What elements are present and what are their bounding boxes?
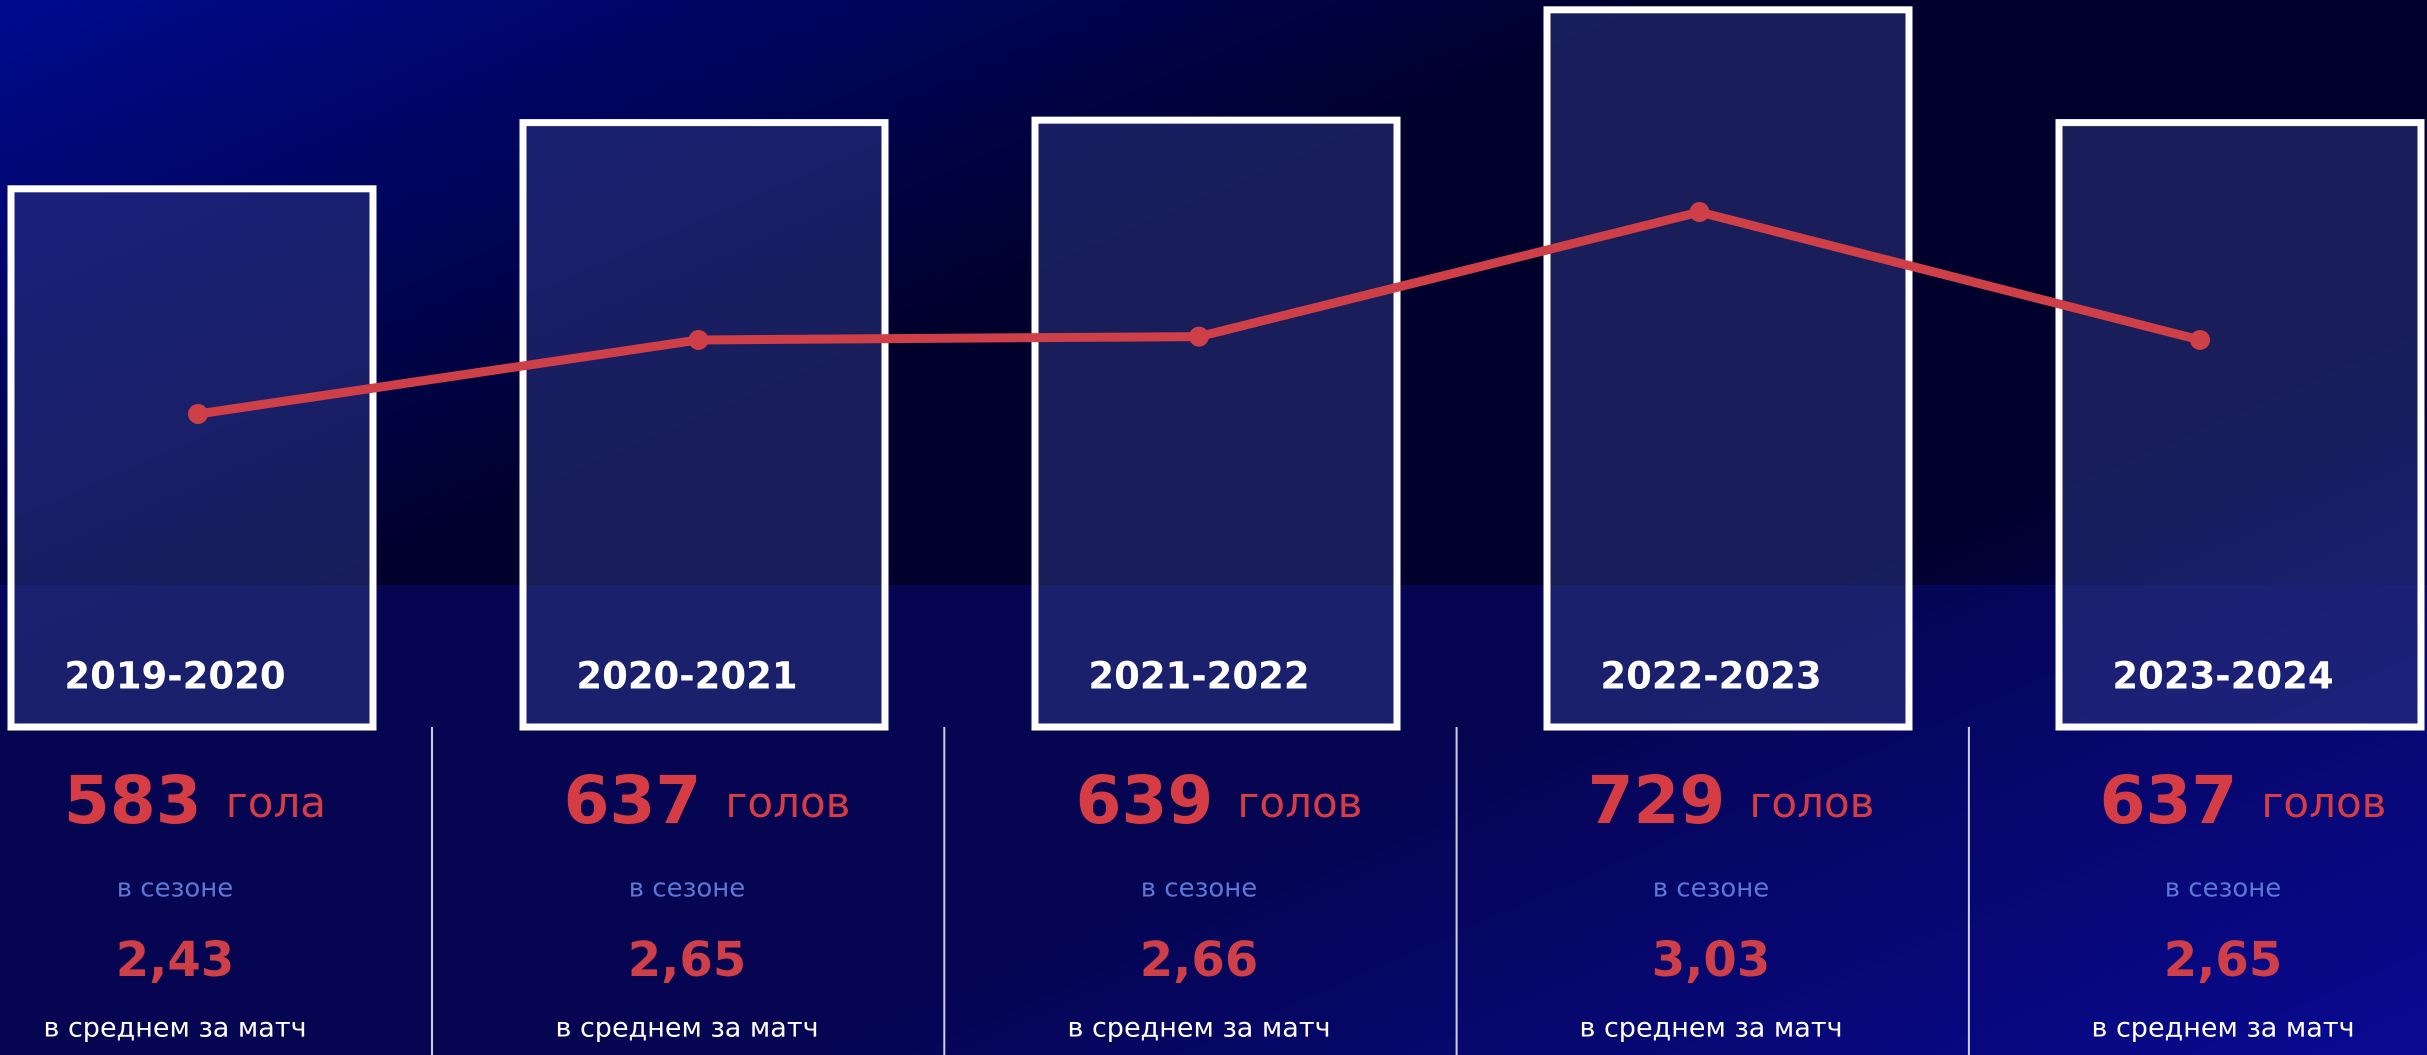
bar	[1543, 6, 1913, 731]
season-label: в сезоне	[629, 874, 746, 904]
goals-value: 729	[1588, 762, 1726, 839]
category-label: 2019-2020	[64, 655, 285, 698]
average-value: 2,66	[1140, 932, 1258, 988]
foreground: 2019-2020 583 гола в сезоне 2,43 в среднем за…	[43, 202, 2386, 1055]
average-value: 3,03	[1652, 932, 1770, 988]
average-value: 2,65	[2164, 932, 2282, 988]
category-label: 2023-2024	[2112, 655, 2333, 698]
goals-label: 639 голов	[1076, 762, 1363, 839]
goals-value: 639	[1076, 762, 1214, 839]
average-point	[188, 403, 208, 424]
goals-label: 583 гола	[64, 762, 326, 839]
season-label: в сезоне	[1653, 874, 1770, 904]
goals-value: 583	[64, 762, 202, 839]
bar	[1031, 116, 1401, 731]
goals-unit: голов	[1237, 778, 1362, 827]
season-label: в сезоне	[2165, 874, 2282, 904]
goals-unit: голов	[725, 778, 850, 827]
average-label: в среднем за матч	[43, 1013, 306, 1044]
average-label: в среднем за матч	[1067, 1013, 1330, 1044]
average-label: в среднем за матч	[1579, 1013, 1842, 1044]
average-label: в среднем за матч	[2091, 1013, 2354, 1044]
goals-unit: голов	[2261, 778, 2386, 827]
bar	[7, 185, 377, 731]
goals-label: 637 голов	[564, 762, 851, 839]
category-label: 2020-2021	[576, 655, 797, 698]
bar	[519, 119, 889, 731]
average-label: в среднем за матч	[555, 1013, 818, 1044]
bars	[7, 6, 2425, 731]
goals-label: 637 голов	[2100, 762, 2387, 839]
goals-value: 637	[2100, 762, 2238, 839]
average-value: 2,43	[116, 932, 234, 988]
season-label: в сезоне	[117, 874, 234, 904]
average-value: 2,65	[628, 932, 746, 988]
average-point	[688, 329, 709, 350]
category-label: 2022-2023	[1600, 655, 1821, 698]
category-label: 2021-2022	[1088, 655, 1309, 698]
goals-value: 637	[564, 762, 702, 839]
goals-unit: голов	[1749, 778, 1874, 827]
season-label: в сезоне	[1141, 874, 1258, 904]
goals-label: 729 голов	[1588, 762, 1875, 839]
average-point	[1189, 326, 1209, 347]
bar	[2055, 119, 2425, 731]
goals-unit: гола	[226, 778, 326, 827]
average-point	[2190, 329, 2210, 350]
average-point	[1689, 202, 1710, 223]
